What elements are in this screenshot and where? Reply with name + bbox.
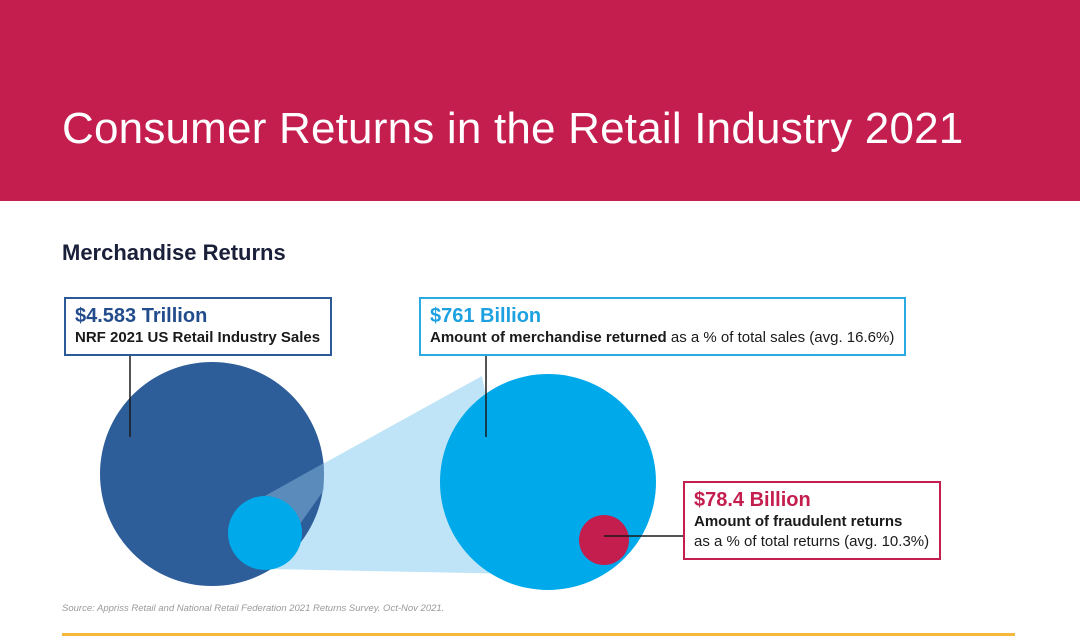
fraud-callout: $78.4 Billion Amount of fraudulent retur… (683, 481, 942, 560)
returns-circle (440, 374, 656, 590)
fraud-description-bold-text: Amount of fraudulent returns (694, 513, 903, 530)
sales-description: NRF 2021 US Retail Industry Sales (75, 329, 321, 346)
returned-description-bold: Amount of merchandise returned (430, 329, 667, 346)
returned-description-rest: as a % of total sales (avg. 16.6%) (666, 329, 895, 346)
sales-value: $4.583 Trillion (75, 305, 208, 327)
sales-callout: $4.583 Trillion NRF 2021 US Retail Indus… (64, 297, 333, 356)
fraud-value: $78.4 Billion (694, 489, 811, 511)
fraud-description-bold: Amount of fraudulent returns (694, 512, 929, 532)
returned-callout: $761 Billion Amount of merchandise retur… (419, 297, 907, 356)
returned-share-circle (228, 496, 302, 570)
fraud-description-rest: as a % of total returns (avg. 10.3%) (694, 533, 930, 550)
fraud-circle (579, 515, 629, 565)
section-title: Merchandise Returns (62, 240, 286, 265)
returned-description: Amount of merchandise returned as a % of… (430, 328, 894, 348)
page-title: Consumer Returns in the Retail Industry … (62, 104, 964, 153)
footer-rule (62, 633, 1015, 636)
header-banner: Consumer Returns in the Retail Industry … (0, 0, 1080, 201)
source-note: Source: Appriss Retail and National Reta… (62, 603, 445, 614)
returned-value: $761 Billion (430, 305, 542, 327)
